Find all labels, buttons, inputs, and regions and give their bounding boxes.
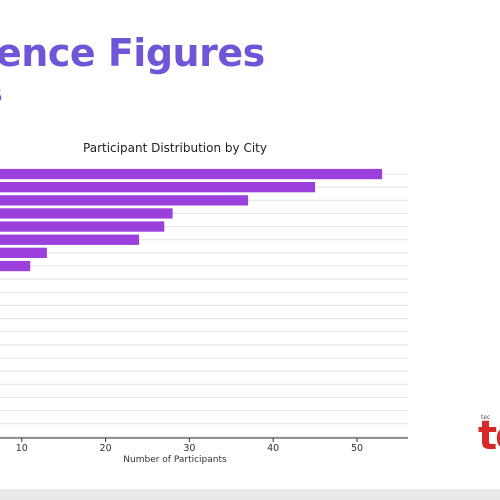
bar [0, 234, 140, 245]
x-tick-label: 20 [100, 443, 112, 454]
x-tick-label: 10 [16, 443, 28, 454]
x-axis-label: Number of Participants [123, 455, 227, 465]
chart-title: Participant Distribution by City [83, 141, 267, 155]
chart-axes: 10 20 30 40 50 [0, 437, 408, 454]
bar [0, 260, 31, 272]
slide-subtitle: 5 [0, 89, 3, 106]
x-tick-label: 50 [351, 443, 363, 454]
x-tick-label: 40 [267, 443, 279, 454]
bar [0, 221, 165, 232]
slide: ence Figures 5 10 20 30 40 50 Participant Di… [0, 0, 500, 489]
chart-bars [0, 168, 383, 272]
bar [0, 182, 316, 193]
logo-small-text: tec [481, 414, 491, 421]
brand-logo: tec to [478, 414, 500, 462]
x-tick-label: 30 [183, 443, 195, 454]
bar [0, 247, 47, 258]
logo-big-text: to [478, 413, 500, 459]
bar [0, 168, 383, 180]
slide-title: ence Figures [0, 31, 265, 75]
participant-bar-chart: 10 20 30 40 50 Participant Distribution by C… [0, 141, 408, 465]
chart-gridlines [0, 173, 408, 438]
bar [0, 195, 249, 206]
bar [0, 208, 173, 219]
